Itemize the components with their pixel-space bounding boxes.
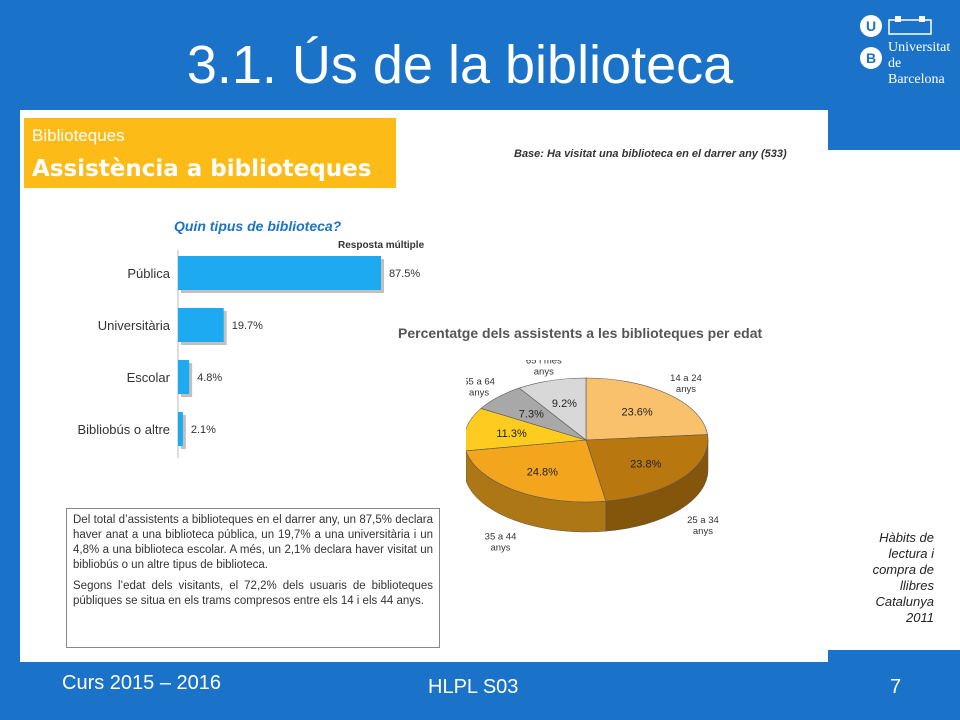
bar-category-label: Universitària [98, 318, 171, 333]
bar-value-label: 19.7% [232, 320, 263, 332]
bar [178, 308, 224, 342]
footer-course: Curs 2015 – 2016 [62, 672, 222, 694]
bar-category-label: Escolar [127, 370, 171, 385]
section-category: Biblioteques [32, 126, 125, 145]
pie-slice [585, 377, 708, 441]
slide-content: Biblioteques Assistència a biblioteques … [20, 110, 828, 662]
pie-slice [466, 439, 607, 503]
right-border [828, 110, 960, 150]
bar-value-label: 4.8% [197, 372, 222, 384]
pie-slice [518, 377, 587, 441]
logo-line-2: de Barcelona [888, 56, 945, 87]
bar [178, 360, 190, 394]
pie-category-label: 14 a 24 anys [670, 373, 702, 395]
summary-box: Del total d’assistents a biblioteques en… [66, 508, 440, 648]
bar-value-label: 2.1% [191, 424, 216, 436]
summary-paragraph-1: Del total d’assistents a biblioteques en… [73, 514, 433, 571]
pie-value-label: 7.3% [519, 408, 544, 420]
bar-chart: Pública 87.5% Universitària 19.7% Escolar 4.8… [78, 250, 420, 458]
page-number: 7 [890, 676, 902, 698]
pie-slice [585, 434, 709, 502]
footer-code: HLPL S03 [428, 676, 519, 698]
university-logo-icon: U B [860, 15, 932, 69]
pie-chart-title: Percentatge dels assistents a les biblio… [398, 325, 763, 341]
bar-shadow [181, 415, 186, 449]
base-note: Base: Ha visitat una biblioteca en el da… [514, 148, 787, 160]
summary-paragraph-2: Segons l’edat dels visitants, el 72,2% d… [73, 580, 433, 607]
section-title: Assistència a biblioteques [32, 156, 372, 182]
bar-category-label: Pública [127, 266, 170, 281]
bar-chart-subtitle: Resposta múltiple [338, 240, 425, 251]
slide-title: 3.1. Ús de la biblioteca [186, 35, 734, 95]
pie-value-label: 24.8% [527, 466, 558, 478]
bar-category-label: Bibliobús o altre [78, 422, 171, 437]
bar-value-label: 87.5% [389, 268, 420, 280]
bar [178, 256, 381, 290]
bar [178, 412, 183, 446]
pie-value-label: 9.2% [552, 398, 577, 410]
pie-category-label: 55 a 64 anys [466, 377, 495, 399]
pie-slice [466, 408, 587, 452]
pie-value-label: 11.3% [496, 428, 527, 440]
bar-chart-title: Quin tipus de biblioteca? [174, 218, 342, 234]
pie-value-label: 23.6% [621, 407, 652, 419]
left-border [0, 110, 20, 665]
logo-letter-u: U [866, 18, 876, 34]
pie-chart: 23.6% 14 a 24 anys 23.8% 25 a 34 anys 24.8% 35 … [466, 360, 719, 553]
pie-category-label: 25 a 34 anys [687, 515, 719, 537]
title-band [0, 0, 960, 110]
logo-line-1: Universitat [888, 40, 951, 55]
university-logo: U B [855, 12, 955, 82]
footer-band [0, 665, 960, 720]
pie-category-label: 65 i més anys [526, 360, 562, 377]
section-header: Biblioteques Assistència a biblioteques [24, 118, 396, 188]
logo-letter-b: B [866, 50, 876, 66]
pie-value-label: 23.8% [630, 459, 661, 471]
source-note: Hàbits de lectura i compra de llibres Ca… [872, 530, 934, 625]
pie-category-label: 35 a 44 anys [485, 531, 517, 553]
